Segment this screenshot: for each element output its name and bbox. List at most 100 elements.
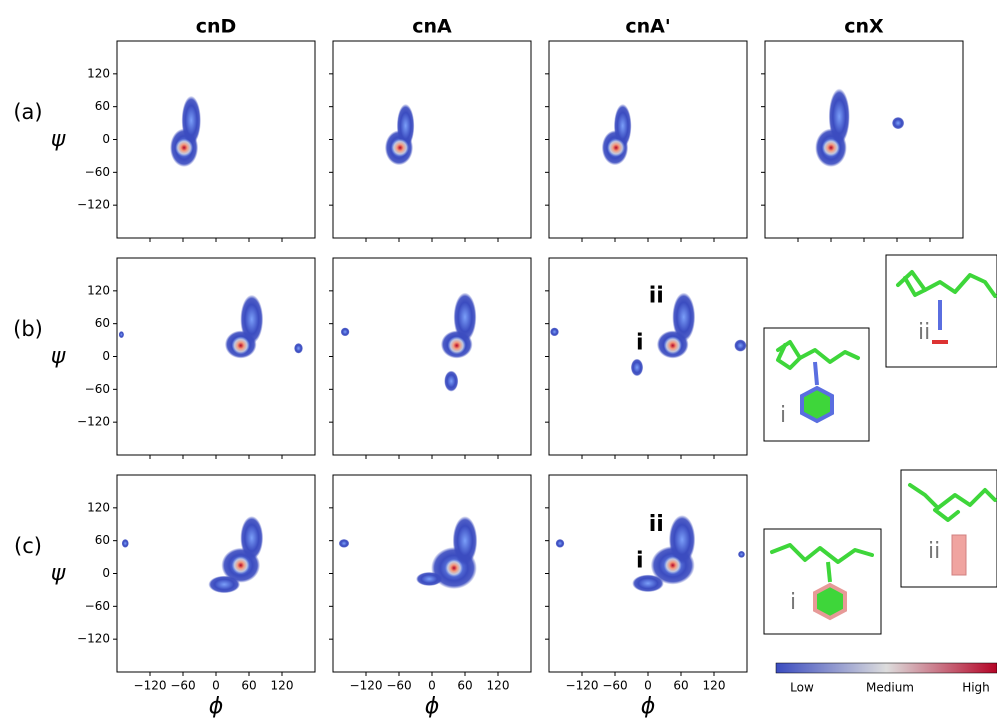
x-axis-label: ϕ [641,694,656,719]
y-tick-label: 120 [87,500,110,514]
density-peak [448,337,466,355]
panel-frame [117,41,315,238]
x-tick-label: 120 [271,679,294,693]
annotation: i [636,548,644,573]
x-tick-label: −120 [566,679,599,693]
inset-label: i [790,590,796,615]
density-cluster [672,293,695,342]
annotation: ii [649,283,664,308]
inset: i [764,529,881,634]
x-tick-label: −60 [602,679,627,693]
inset-label: ii [918,320,930,345]
x-tick-label: 120 [703,679,726,693]
density-peak [232,556,250,574]
x-tick-label: 60 [673,679,688,693]
density-cluster [444,371,458,392]
density-peak [822,139,840,157]
x-tick-label: 120 [487,679,510,693]
density-cluster [240,516,263,560]
x-tick-label: −120 [134,679,167,693]
annotation: ii [649,512,664,537]
density-peak [232,337,250,355]
density-cluster [416,572,442,586]
x-tick-label: 60 [457,679,472,693]
x-tick-label: 0 [212,679,220,693]
panel-frame [765,41,963,238]
density-cluster [556,539,565,548]
density-cluster [829,88,850,144]
y-axis-label: ψ [51,561,66,586]
density-cluster [892,117,904,129]
density-cluster [454,293,477,342]
density-cluster [453,516,478,565]
y-tick-label: 120 [87,283,110,297]
x-tick-label: −60 [170,679,195,693]
density-cluster [119,331,124,338]
y-tick-label: 120 [87,66,110,80]
density-peak [175,139,193,157]
column-title: cnX [844,16,884,38]
y-tick-label: 0 [102,566,110,580]
panel [339,516,478,589]
density-peak [607,139,625,157]
inset-label: i [780,403,786,428]
density-peak [664,556,682,574]
panel [602,104,632,165]
density-peak [445,559,463,577]
density-peak [391,139,409,157]
density-cluster [122,539,129,548]
density-cluster [339,539,350,548]
y-tick-label: 0 [102,132,110,146]
panel [815,88,904,166]
colorbar [776,663,997,673]
density-cluster [734,339,746,351]
panel-frame [117,258,315,455]
row-label: (a) [13,100,42,124]
density-cluster [294,343,303,354]
panel [385,104,414,165]
x-tick-label: 60 [241,679,256,693]
density-cluster [631,359,643,377]
density-cluster [240,295,263,344]
panel [119,295,303,359]
panel [170,96,201,167]
column-title: cnA' [625,16,670,38]
y-tick-label: 60 [95,533,110,547]
figure: cnD cnA cnA' cnX (a) (b) (c) ψ ψ ψ ϕ ϕ ϕ… [0,0,997,720]
panel-frame [333,41,531,238]
panel [341,293,477,392]
x-tick-label: −60 [386,679,411,693]
annotation: i [636,330,644,355]
density-cluster [341,327,350,336]
x-tick-label: 0 [428,679,436,693]
panel-frame [549,475,747,672]
y-tick-label: 60 [95,316,110,330]
y-tick-label: −120 [77,632,110,646]
column-title: cnA [412,16,452,38]
x-tick-label: 0 [644,679,652,693]
panel [122,516,263,593]
density-cluster [182,96,201,145]
x-axis-label: ϕ [425,694,440,719]
y-axis-label: ψ [51,344,66,369]
y-tick-label: −120 [77,415,110,429]
y-tick-label: −60 [85,599,110,613]
inset-label: ii [928,539,940,564]
panel-frame [333,258,531,455]
y-tick-label: −120 [77,198,110,212]
density-peak [664,337,682,355]
colorbar-label: High [962,681,990,695]
colorbar-label: Medium [866,681,914,695]
density-cluster [632,575,664,593]
density-cluster [550,327,559,336]
panel-frame [117,475,315,672]
panel-frame [549,41,747,238]
inset: ii [886,255,997,367]
x-tick-label: −120 [350,679,383,693]
y-tick-label: 60 [95,99,110,113]
inset: i [764,328,869,441]
density-cluster [208,576,240,594]
y-tick-label: −60 [85,165,110,179]
y-tick-label: −60 [85,382,110,396]
column-title: cnD [196,16,237,38]
